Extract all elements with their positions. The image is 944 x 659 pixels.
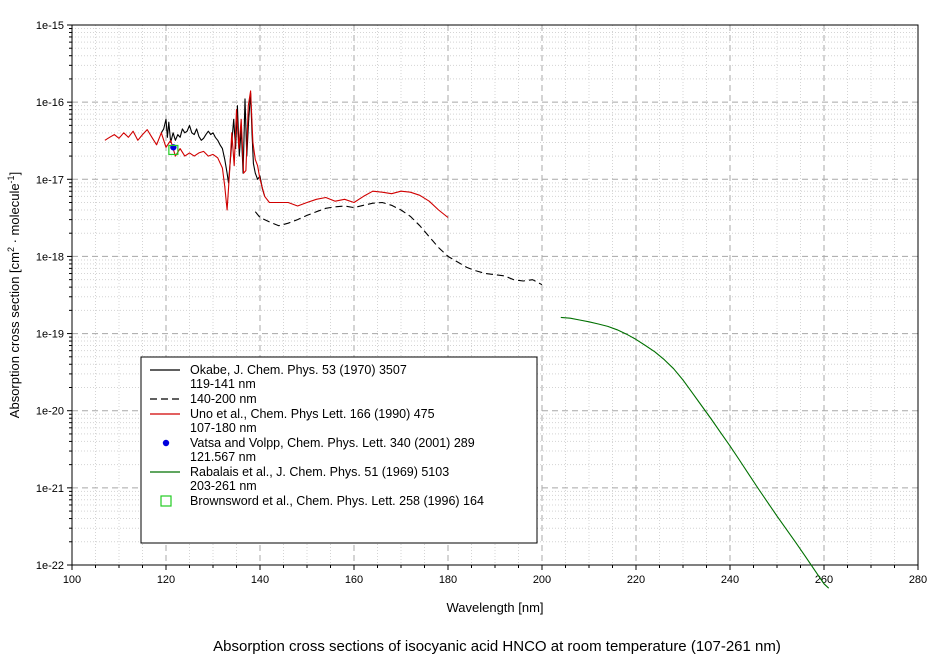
- legend-brownsword-et-al-chem-phys-let-swatch: [160, 495, 172, 507]
- y-tick-label: 1e-22: [36, 560, 64, 572]
- y-tick-label: 1e-17: [36, 174, 64, 186]
- legend-brownsword-et-al-chem-phys-let-label: Brownsword et al., Chem. Phys. Lett. 258…: [190, 494, 484, 508]
- y-tick-label: 1e-18: [36, 251, 64, 263]
- series-group: [104, 90, 830, 589]
- x-tick-label: 220: [627, 574, 645, 586]
- y-axis-label-sup2: -1: [6, 175, 16, 183]
- y-axis-label-sup1: 2: [6, 247, 16, 252]
- x-tick-label: 240: [721, 574, 739, 586]
- legend-rabalais-et-al-j-chem-phys-51--sublabel: 203-261 nm: [190, 479, 257, 493]
- x-tick-label: 200: [533, 574, 551, 586]
- y-tick-label: 1e-16: [36, 97, 64, 109]
- x-tick-label: 180: [439, 574, 457, 586]
- series-rabalais-et-al-j-chem-phys-51--line: [560, 316, 830, 589]
- y-axis-label-main: Absorption cross section [cm: [7, 252, 22, 418]
- series-140-200-nm-line: [254, 201, 543, 286]
- x-tick-label: 100: [63, 574, 81, 586]
- legend-vatsa-and-volpp-chem-phys-lett-label: Vatsa and Volpp, Chem. Phys. Lett. 340 (…: [190, 436, 475, 450]
- series-okabe-j-chem-phys-53-1970-3507-line: [160, 92, 266, 197]
- y-tick-label: 1e-15: [36, 20, 64, 32]
- legend-okabe-j-chem-phys-53-1970-3507-label: Okabe, J. Chem. Phys. 53 (1970) 3507: [190, 363, 407, 377]
- chart-caption: Absorption cross sections of isocyanic a…: [213, 638, 781, 655]
- legend: Okabe, J. Chem. Phys. 53 (1970) 3507119-…: [140, 356, 538, 544]
- legend-140-200-nm-label: 140-200 nm: [190, 392, 257, 406]
- y-axis-label-mid: · molecule: [7, 183, 22, 247]
- legend-uno-et-al-chem-phys-lett-166-1-label: Uno et al., Chem. Phys Lett. 166 (1990) …: [190, 407, 435, 421]
- x-axis-label: Wavelength [nm]: [446, 600, 543, 615]
- y-tick-label: 1e-21: [36, 483, 64, 495]
- y-axis-label-end: ]: [7, 172, 22, 176]
- y-axis-label: Absorption cross section [cm2 · molecule…: [6, 172, 22, 418]
- y-tick-label: 1e-20: [36, 406, 64, 418]
- x-tick-label: 160: [345, 574, 363, 586]
- legend-box: [140, 356, 538, 544]
- legend-uno-et-al-chem-phys-lett-166-1-sublabel: 107-180 nm: [190, 421, 257, 435]
- x-tick-label: 120: [157, 574, 175, 586]
- legend-vatsa-and-volpp-chem-phys-lett-sublabel: 121.567 nm: [190, 450, 256, 464]
- legend-vatsa-and-volpp-chem-phys-lett-swatch: [162, 439, 170, 447]
- x-tick-label: 140: [251, 574, 269, 586]
- axis-ticks: 100 120 140 160 180 200 220 240 260 2801e-221e-21…: [36, 20, 927, 586]
- series-brownsword-et-al-chem-phys-let-point: [168, 144, 179, 156]
- x-tick-label: 280: [909, 574, 927, 586]
- legend-rabalais-et-al-j-chem-phys-51--label: Rabalais et al., J. Chem. Phys. 51 (1969…: [190, 465, 449, 479]
- legend-okabe-j-chem-phys-53-1970-3507-sublabel: 119-141 nm: [190, 377, 256, 391]
- series-uno-et-al-chem-phys-lett-166-1-line: [104, 90, 449, 218]
- legend-items: Okabe, J. Chem. Phys. 53 (1970) 3507119-…: [150, 363, 484, 508]
- y-tick-label: 1e-19: [36, 329, 64, 341]
